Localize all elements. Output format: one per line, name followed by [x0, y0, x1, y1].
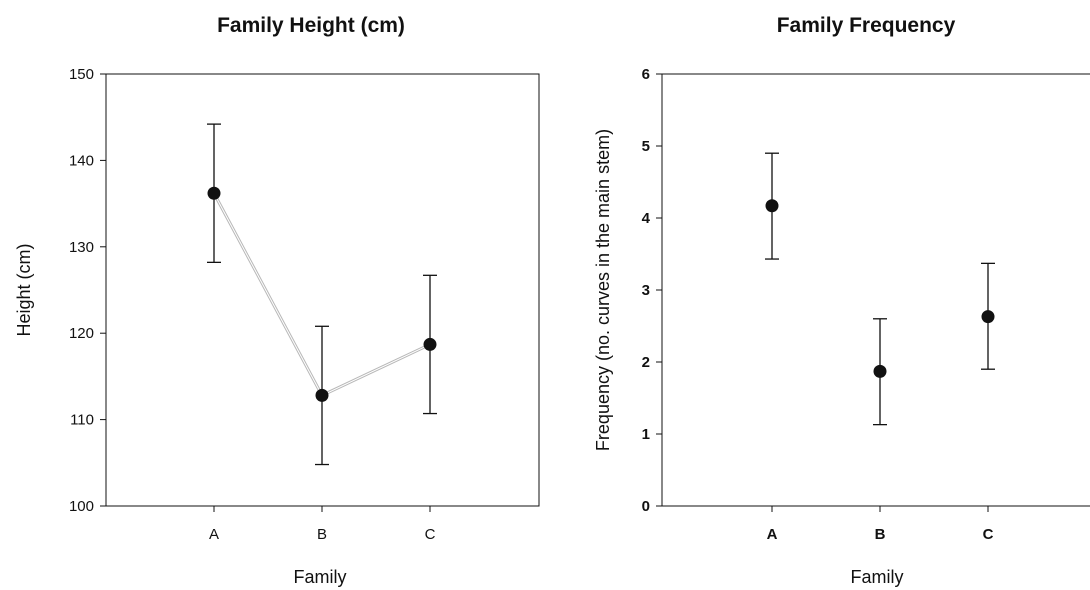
height-y-tick-label: 110 — [70, 412, 94, 429]
height-y-tick-label: 130 — [69, 239, 94, 256]
frequency-y-tick-label: 1 — [642, 426, 650, 443]
height-data-point — [423, 337, 437, 351]
frequency-data-point — [873, 364, 887, 378]
frequency-x-axis-label: Family — [851, 567, 904, 587]
frequency-y-tick-label: 5 — [642, 138, 650, 155]
height-data-point — [207, 186, 221, 200]
frequency-x-tick-label: C — [983, 526, 994, 543]
height-y-axis-label: Height (cm) — [14, 243, 34, 336]
height-x-tick-label: A — [209, 526, 219, 543]
height-y-tick-label: 120 — [69, 325, 94, 342]
frequency-y-tick-label: 6 — [642, 66, 650, 83]
height-x-tick-label: C — [425, 526, 436, 543]
frequency-y-axis-label: Frequency (no. curves in the main stem) — [593, 129, 613, 451]
frequency-data-point — [765, 199, 779, 213]
frequency-x-tick-label: B — [875, 526, 886, 543]
frequency-y-tick-label: 0 — [642, 498, 650, 515]
frequency-chart-title: Family Frequency — [777, 14, 956, 37]
frequency-panel: Family Frequency Family Frequency (no. c… — [593, 14, 1090, 587]
height-y-tick-label: 150 — [69, 66, 94, 83]
height-y-tick-label: 140 — [69, 152, 94, 169]
height-data-point — [315, 388, 329, 402]
frequency-y-tick-label: 3 — [642, 282, 650, 299]
frequency-y-tick-label: 4 — [642, 210, 651, 227]
height-chart-title: Family Height (cm) — [217, 14, 405, 37]
frequency-y-tick-label: 2 — [642, 354, 650, 371]
height-panel: Family Height (cm) Family Height (cm) 10… — [14, 14, 540, 587]
height-x-tick-label: B — [317, 526, 327, 543]
frequency-x-tick-label: A — [767, 526, 778, 543]
frequency-data-point — [981, 310, 995, 324]
height-y-tick-label: 100 — [69, 498, 94, 515]
frequency-plot-frame — [661, 73, 1090, 507]
height-x-axis-label: Family — [294, 567, 347, 587]
